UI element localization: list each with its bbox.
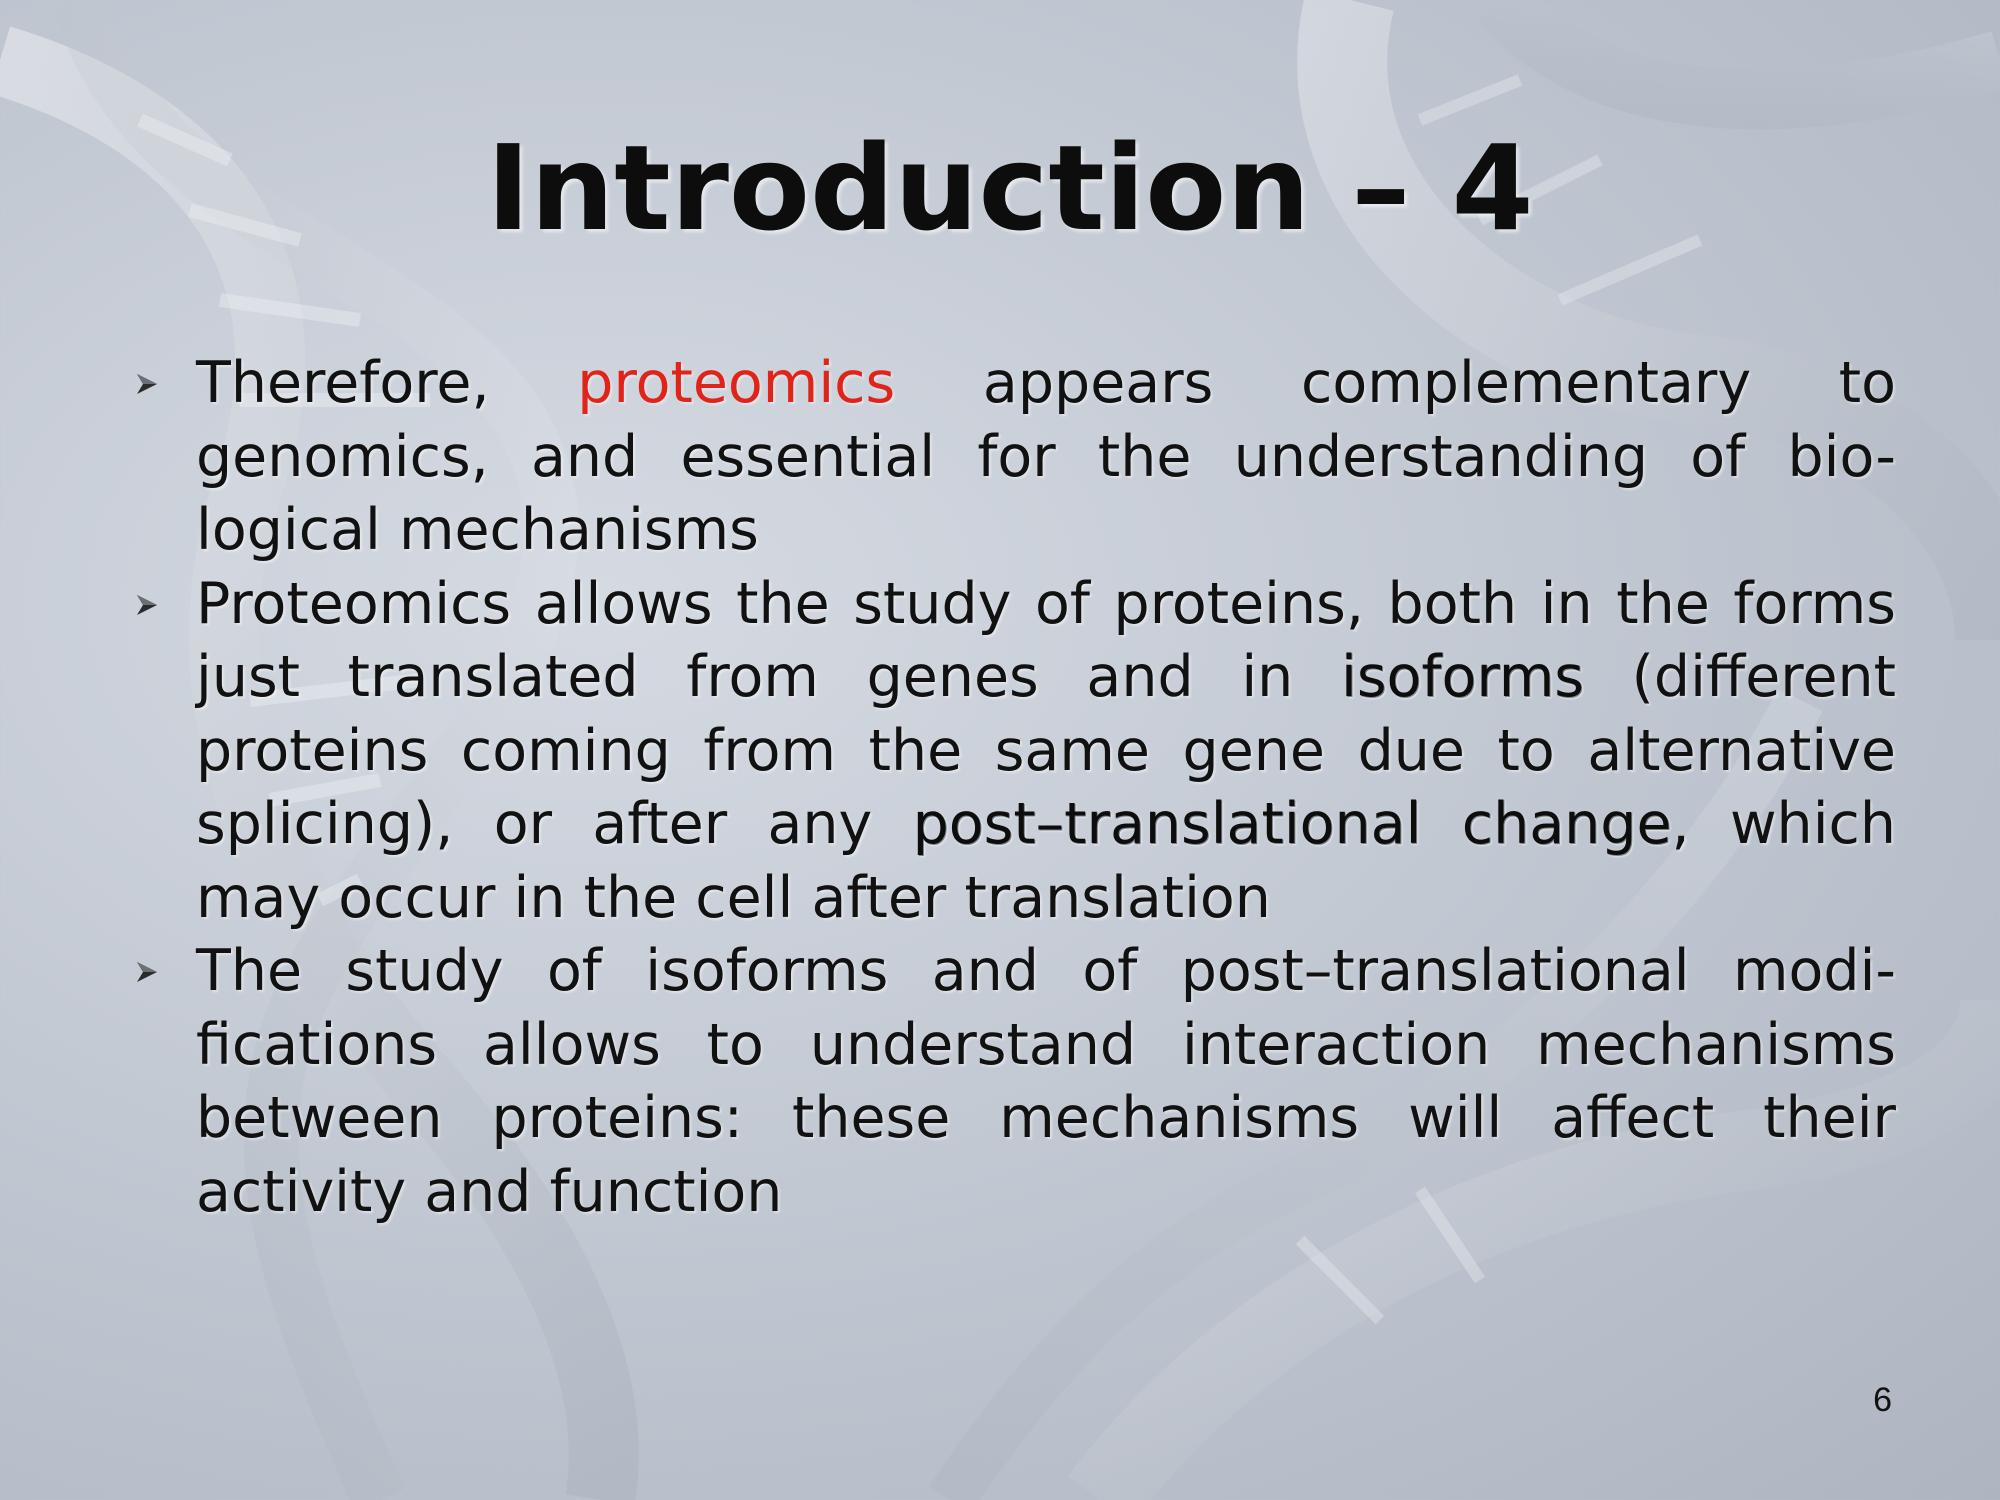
bullet-list: Therefore, proteomics appears complement… [137,347,1896,1229]
bullet-text: (different proteins coming from the same… [196,644,1896,857]
slide-title: Introduction – 4 [486,119,1534,257]
arrow-bullet-icon [137,594,157,615]
bullet-text: The study of isoforms and of post–transl… [196,938,1896,1225]
bullet-item: The study of isoforms and of post–transl… [137,935,1896,1229]
bullet-item: Proteomics allows the study of proteins,… [137,568,1896,936]
bullet-text: Proteomics allows the study of proteins,… [196,570,1896,711]
page-number: 6 [1873,1381,1892,1419]
arrow-bullet-icon [137,962,157,982]
highlight-term: proteomics [577,350,896,416]
bullet-text: , which may occur in the cell after tran… [196,791,1896,931]
bullet-item: Therefore, proteomics appears complement… [137,347,1896,568]
bullet-text: Therefore, [196,350,578,416]
key-term: post–translational change [912,791,1672,857]
bullet-text: appears complementary to genomics, and e… [196,350,1896,563]
key-term: isoforms [1340,644,1584,710]
arrow-bullet-icon [137,374,157,394]
